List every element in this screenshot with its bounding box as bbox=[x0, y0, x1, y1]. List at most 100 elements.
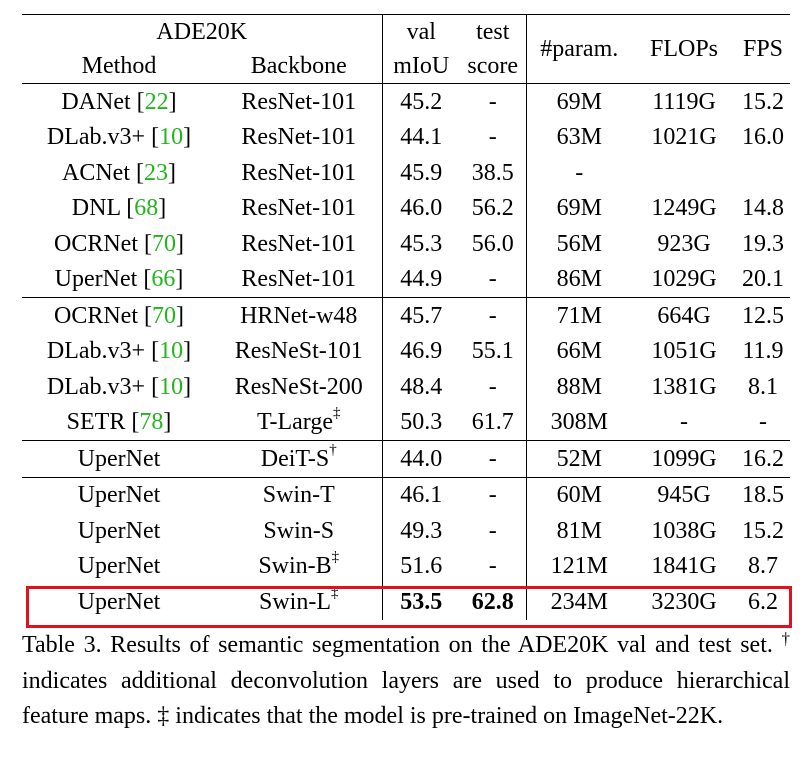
params-cell: 52M bbox=[526, 440, 632, 477]
val-miou-cell: 45.7 bbox=[382, 297, 460, 334]
flops-cell: 1038G bbox=[651, 517, 717, 544]
method-cell: SETR [78] bbox=[66, 409, 172, 436]
caption-text-3: indicates that the model is pre-trained … bbox=[175, 703, 724, 729]
fps-cell: 11.9 bbox=[742, 338, 784, 365]
val-miou-cell: 53.5 bbox=[400, 588, 443, 615]
test-score-cell: - bbox=[460, 476, 527, 513]
header-val-top: val bbox=[382, 14, 460, 49]
backbone-cell: ResNet-101 bbox=[216, 83, 383, 120]
citation-link[interactable]: 10 bbox=[159, 373, 184, 400]
header-row-2: Method Backbone mIoU score bbox=[22, 49, 790, 84]
backbone-name: Swin-L bbox=[259, 588, 331, 615]
backbone-name: ResNet-101 bbox=[241, 195, 357, 222]
header-fps: FPS bbox=[736, 14, 790, 84]
header-test-top: test bbox=[460, 14, 527, 49]
fps-cell: 8.1 bbox=[748, 373, 778, 400]
val-miou-cell: 44.0 bbox=[382, 440, 460, 477]
fps-cell: 16.0 bbox=[742, 124, 784, 151]
val-miou-cell: 44.9 bbox=[400, 266, 443, 293]
citation-link[interactable]: 70 bbox=[152, 230, 176, 257]
backbone-name: Swin-S bbox=[263, 517, 335, 544]
citation-link[interactable]: 10 bbox=[159, 338, 184, 365]
params-cell: 63M bbox=[556, 124, 602, 151]
header-params: #param. bbox=[526, 14, 632, 84]
backbone-name: ResNet-101 bbox=[241, 124, 357, 151]
method-name: UperNet bbox=[77, 588, 161, 615]
footnote-mark: † bbox=[329, 441, 337, 458]
params-cell: 121M bbox=[550, 553, 608, 580]
method-cell: OCRNet [70] bbox=[22, 297, 216, 334]
test-score-cell: - bbox=[460, 548, 527, 584]
fps-cell: 15.2 bbox=[736, 83, 790, 120]
method-cell: DLab.v3+ [10] bbox=[46, 338, 192, 365]
params-cell: 88M bbox=[556, 373, 602, 400]
method-name: UperNet bbox=[77, 482, 161, 509]
method-name: DLab.v3+ bbox=[46, 124, 146, 151]
backbone-name: ResNeSt-101 bbox=[234, 338, 363, 365]
method-cell: UperNet bbox=[22, 440, 216, 477]
test-score-cell: - bbox=[460, 261, 527, 298]
test-score-cell: 55.1 bbox=[460, 333, 527, 369]
backbone-name: DeiT-S bbox=[260, 445, 330, 472]
backbone-cell: ResNet-101 bbox=[216, 155, 383, 191]
test-score-cell: 56.0 bbox=[460, 226, 527, 262]
table-row: UperNet Swin-S 49.3- 81M 1038G 15.2 bbox=[22, 513, 790, 549]
double-dagger-symbol: ‡ bbox=[157, 703, 170, 729]
backbone-name: Swin-B bbox=[258, 553, 332, 580]
method-cell: UperNet bbox=[22, 513, 216, 549]
val-miou-cell: 49.3 bbox=[400, 517, 443, 544]
fps-cell: 12.5 bbox=[736, 297, 790, 334]
table-row: UperNet DeiT-S† 44.0-52M 1099G 16.2 bbox=[22, 440, 790, 477]
backbone-cell: Swin-S bbox=[216, 513, 383, 549]
citation-link[interactable]: 23 bbox=[144, 159, 168, 186]
backbone-name: ResNet-101 bbox=[241, 159, 357, 186]
val-miou-cell: 48.4 bbox=[400, 373, 443, 400]
fps-cell: 15.2 bbox=[742, 517, 784, 544]
citation-link[interactable]: 70 bbox=[152, 302, 176, 329]
fps-cell: - bbox=[759, 409, 767, 436]
val-miou-cell: 46.9 bbox=[400, 338, 443, 365]
method-name: OCRNet bbox=[54, 230, 138, 257]
method-cell: OCRNet [70] bbox=[54, 230, 184, 257]
method-cell: DNL [68] bbox=[71, 195, 167, 222]
header-method: Method bbox=[81, 53, 157, 79]
table-row: SETR [78] T-Large‡ 50.3 61.7 308M - - bbox=[22, 404, 790, 441]
table-row: UperNet Swin-L‡ 53.5 62.8 234M 3230G 6.2 bbox=[22, 584, 790, 620]
params-cell: 71M bbox=[526, 297, 632, 334]
backbone-cell: ResNet-101 bbox=[216, 261, 383, 298]
backbone-cell: ResNeSt-101 bbox=[216, 333, 383, 369]
test-score-cell: 61.7 bbox=[460, 404, 527, 441]
citation-link[interactable]: 10 bbox=[159, 124, 184, 151]
backbone-cell: Swin-T bbox=[216, 476, 383, 513]
backbone-cell: DeiT-S† bbox=[216, 440, 383, 477]
flops-cell: 1119G bbox=[632, 83, 736, 120]
val-miou-cell: 46.1 bbox=[382, 476, 460, 513]
backbone-name: Swin-T bbox=[262, 482, 335, 509]
test-score-cell: - bbox=[460, 83, 527, 120]
header-row-1: ADE20K val test #param. FLOPs FPS bbox=[22, 14, 790, 84]
table-row: DLab.v3+ [10] ResNet-101 44.1- 63M 1021G 16.0 bbox=[22, 119, 790, 155]
flops-cell: 945G bbox=[632, 476, 736, 513]
citation-link[interactable]: 78 bbox=[139, 409, 164, 436]
results-table: ADE20K val test #param. FLOPs FPS Method… bbox=[22, 14, 790, 620]
flops-cell: 1381G bbox=[651, 373, 717, 400]
backbone-cell: ResNet-101 bbox=[216, 190, 383, 226]
method-name: UperNet bbox=[77, 517, 161, 544]
citation-link[interactable]: 66 bbox=[151, 266, 176, 293]
table-row: OCRNet [70] ResNet-101 45.3 56.0 56M 923G 19.3 bbox=[22, 226, 790, 262]
method-cell: UperNet bbox=[22, 476, 216, 513]
results-table-body: ADE20K val test #param. FLOPs FPS Method… bbox=[22, 14, 790, 620]
flops-cell: 1099G bbox=[632, 440, 736, 477]
method-cell: DANet [22] bbox=[22, 83, 216, 120]
citation-link[interactable]: 68 bbox=[134, 195, 159, 222]
method-name: DLab.v3+ bbox=[46, 338, 146, 365]
backbone-cell: Swin-L‡ bbox=[216, 584, 383, 620]
backbone-name: ResNet-101 bbox=[241, 230, 357, 257]
table-row: DLab.v3+ [10] ResNeSt-200 48.4- 88M 1381G 8.1 bbox=[22, 369, 790, 405]
params-cell: 86M bbox=[556, 266, 602, 293]
citation-link[interactable]: 22 bbox=[144, 88, 169, 115]
flops-cell: 664G bbox=[632, 297, 736, 334]
method-name: UperNet bbox=[77, 553, 161, 580]
test-score-cell: - bbox=[460, 369, 527, 405]
backbone-name: T-Large bbox=[257, 409, 333, 436]
